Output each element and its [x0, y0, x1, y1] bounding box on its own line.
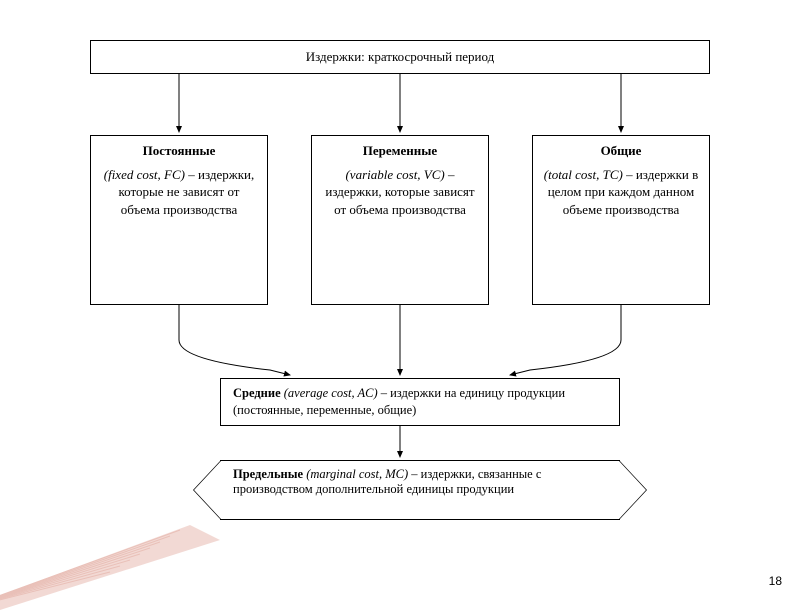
- total-cost-node: Общие (total cost, TC) – издержки в цело…: [532, 135, 710, 305]
- total-italic: (total cost, TC): [544, 167, 623, 182]
- avg-italic: (average cost, AC): [284, 386, 378, 400]
- page-number: 18: [769, 574, 782, 588]
- fixed-title: Постоянные: [99, 142, 259, 160]
- average-cost-node: Средние (average cost, AC) – издержки на…: [220, 378, 620, 426]
- variable-italic: (variable cost, VC): [345, 167, 444, 182]
- hex-right-cap: [619, 460, 647, 520]
- marg-bold: Предельные: [233, 467, 303, 481]
- avg-bold: Средние: [233, 386, 281, 400]
- marginal-cost-node: Предельные (marginal cost, MC) – издержк…: [220, 460, 620, 520]
- variable-title: Переменные: [320, 142, 480, 160]
- fixed-italic: (fixed cost, FC): [104, 167, 185, 182]
- fixed-body: (fixed cost, FC) – издержки, которые не …: [99, 166, 259, 219]
- marg-italic: (marginal cost, MC): [306, 467, 408, 481]
- top-label: Издержки: краткосрочный период: [306, 48, 495, 66]
- total-body: (total cost, TC) – издержки в целом при …: [541, 166, 701, 219]
- corner-decoration: [0, 470, 220, 610]
- fixed-cost-node: Постоянные (fixed cost, FC) – издержки, …: [90, 135, 268, 305]
- top-node: Издержки: краткосрочный период: [90, 40, 710, 74]
- hex-left-cap: [193, 460, 221, 520]
- total-title: Общие: [541, 142, 701, 160]
- variable-cost-node: Переменные (variable cost, VC) – издержк…: [311, 135, 489, 305]
- variable-body: (variable cost, VC) – издержки, которые …: [320, 166, 480, 219]
